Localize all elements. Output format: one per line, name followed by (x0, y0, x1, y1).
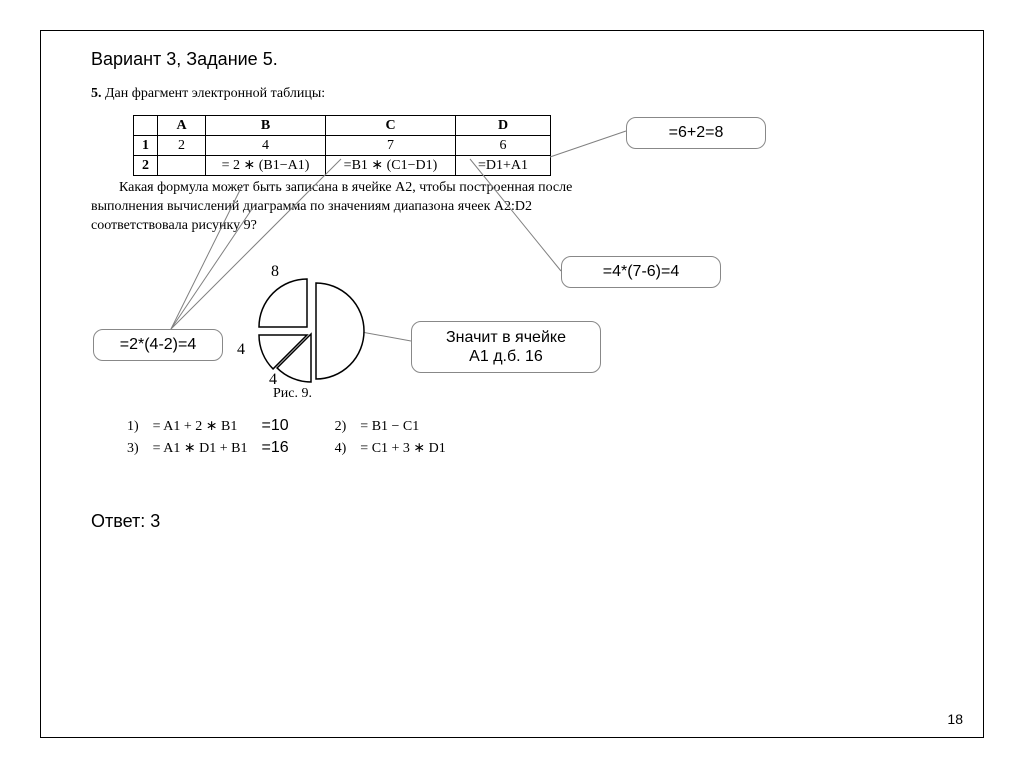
opt3-expr: = A1 ∗ D1 + B1 (147, 438, 254, 458)
opt2-num: 2) (329, 416, 353, 436)
pie-label-4-left: 4 (237, 341, 245, 359)
opt1-num: 1) (121, 416, 145, 436)
slide-title: Вариант 3, Задание 5. (91, 49, 278, 70)
slide-frame: Вариант 3, Задание 5. 5. Дан фрагмент эл… (40, 30, 984, 738)
col-D: D (456, 116, 551, 136)
cell-D1: 6 (456, 136, 551, 156)
callout-d2: =6+2=8 (626, 117, 766, 149)
table-header-row: A B C D (134, 116, 551, 136)
opt2-expr: = B1 − C1 (354, 416, 451, 436)
cell-C2: =B1 ∗ (C1−D1) (326, 156, 456, 176)
opt3-note: =16 (255, 438, 294, 458)
opt1-note: =10 (255, 416, 294, 436)
question-text: Какая формула может быть записана в ячей… (91, 179, 621, 236)
table-row: 2 = 2 ∗ (B1−A1) =B1 ∗ (C1−D1) =D1+A1 (134, 156, 551, 176)
callout-hint-line1: Значит в ячейке (446, 329, 566, 346)
page-number: 18 (947, 711, 963, 727)
callout-hint-line2: А1 д.б. 16 (469, 348, 543, 365)
cell-B1: 4 (206, 136, 326, 156)
row-1-head: 1 (134, 136, 158, 156)
pie-slice-8 (259, 279, 307, 327)
callout-c2-text: =4*(7-6)=4 (603, 263, 680, 280)
callout-answer-hint: Значит в ячейке А1 д.б. 16 (411, 321, 601, 373)
pie-label-8: 8 (271, 263, 279, 281)
pie-slice-16 (316, 283, 364, 379)
cell-A2 (158, 156, 206, 176)
table-row: 1 2 4 7 6 (134, 136, 551, 156)
figure-caption: Рис. 9. (273, 386, 312, 402)
row-2-head: 2 (134, 156, 158, 176)
col-A: A (158, 116, 206, 136)
answer-options: 1) = A1 + 2 ∗ B1 =10 2) = B1 − C1 3) = A… (119, 414, 454, 460)
opt4-expr: = C1 + 3 ∗ D1 (354, 438, 451, 458)
spreadsheet-table: A B C D 1 2 4 7 6 2 = 2 ∗ (B1−A1) =B1 ∗ … (133, 115, 551, 176)
opt4-num: 4) (329, 438, 353, 458)
callout-c2: =4*(7-6)=4 (561, 256, 721, 288)
cell-C1: 7 (326, 136, 456, 156)
corner-cell (134, 116, 158, 136)
problem-heading: 5. Дан фрагмент электронной таблицы: (91, 86, 325, 102)
callout-b2-text: =2*(4-2)=4 (120, 336, 197, 353)
cell-D2: =D1+A1 (456, 156, 551, 176)
opt1-expr: = A1 + 2 ∗ B1 (147, 416, 254, 436)
cell-A1: 2 (158, 136, 206, 156)
callout-d2-text: =6+2=8 (669, 124, 724, 141)
callout-b2: =2*(4-2)=4 (93, 329, 223, 361)
col-C: C (326, 116, 456, 136)
problem-text: Дан фрагмент электронной таблицы: (105, 86, 325, 101)
problem-number: 5. (91, 86, 102, 101)
opt3-num: 3) (121, 438, 145, 458)
cell-B2: = 2 ∗ (B1−A1) (206, 156, 326, 176)
final-answer: Ответ: 3 (91, 511, 160, 532)
col-B: B (206, 116, 326, 136)
